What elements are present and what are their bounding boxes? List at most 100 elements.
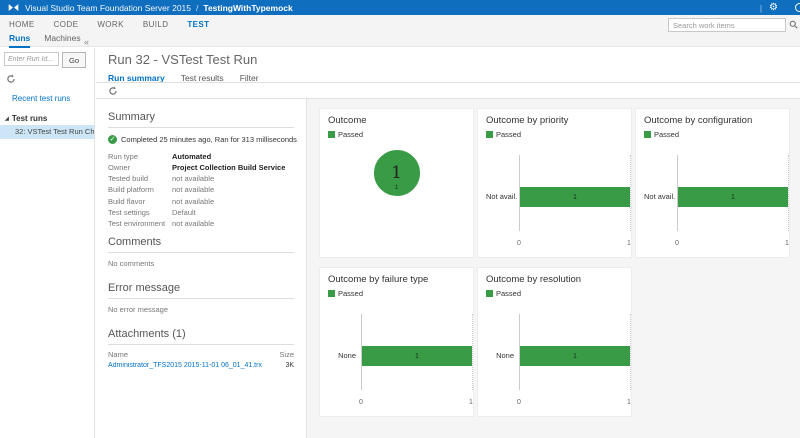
- search-input[interactable]: [668, 18, 786, 32]
- legend-swatch-passed: [644, 131, 651, 138]
- attachments-table-header: Name Size: [108, 350, 294, 359]
- nav-item-work[interactable]: WORK: [97, 20, 124, 29]
- column-name: Name: [108, 350, 128, 359]
- field-label: Run type: [108, 152, 172, 162]
- chart-card-outcome-by-failure-type: Outcome by failure type Passed None 1 0 …: [319, 267, 474, 417]
- hub-group-nav: HOME CODE WORK BUILD TEST: [9, 20, 209, 29]
- bar-plot: None 1 0 1: [486, 302, 623, 406]
- attachments-table-body: Administrator_TFS2015 2015-11-01 06_01_4…: [108, 362, 294, 369]
- tab-machines[interactable]: Machines: [44, 33, 80, 48]
- category-label: None: [486, 346, 517, 366]
- tree-root-label: Test runs: [12, 114, 47, 123]
- summary-field-row: Build platformnot available: [108, 185, 294, 195]
- bar-plot: Not avail... 1 0 1: [644, 143, 781, 247]
- legend-swatch-passed: [486, 290, 493, 297]
- tree-item-run-32[interactable]: 32: VSTest Test Run Ch...: [0, 125, 94, 139]
- bar-passed[interactable]: 1: [520, 187, 630, 207]
- error-message-heading: Error message: [108, 276, 294, 299]
- field-value: Automated: [172, 152, 211, 162]
- grid-line: [630, 314, 631, 390]
- tree-expander-icon[interactable]: ◢: [5, 116, 9, 122]
- summary-field-row: Tested buildnot available: [108, 174, 294, 184]
- chart-card-outcome-by-resolution: Outcome by resolution Passed None 1 0 1: [477, 267, 632, 417]
- charts-panel: Outcome Passed 1 1 Outcome by priority: [307, 99, 800, 438]
- run-id-input[interactable]: [4, 52, 59, 66]
- nav-item-build[interactable]: BUILD: [143, 20, 169, 29]
- attachment-size: 3K: [285, 362, 294, 369]
- profile-icon[interactable]: [795, 3, 800, 12]
- left-sidebar: Go Recent test runs ◢ Test runs 32: VSTe…: [0, 48, 95, 438]
- donut-center-value: 1: [391, 163, 402, 183]
- status-text: Completed 25 minutes ago, Ran for 313 mi…: [121, 135, 297, 144]
- field-value: not available: [172, 174, 214, 184]
- chart-card-outcome-by-configuration: Outcome by configuration Passed Not avai…: [635, 108, 790, 258]
- search-icon[interactable]: [789, 20, 798, 29]
- sub-nav: Runs Machines: [9, 33, 81, 48]
- top-bar: Visual Studio Team Foundation Server 201…: [0, 0, 800, 15]
- summary-panel: Summary ✓ Completed 25 minutes ago, Ran …: [96, 99, 307, 438]
- legend-label: Passed: [496, 130, 521, 139]
- error-message-body: No error message: [108, 305, 294, 314]
- category-label: Not avail...: [486, 187, 517, 207]
- grid-line: [472, 314, 473, 390]
- nav-item-code[interactable]: CODE: [54, 20, 79, 29]
- category-label: Not avail...: [644, 187, 675, 207]
- x-tick-1: 1: [627, 399, 631, 406]
- legend-swatch-passed: [486, 131, 493, 138]
- category-label: None: [328, 346, 359, 366]
- field-label: Tested build: [108, 174, 172, 184]
- summary-field-row: OwnerProject Collection Build Service: [108, 163, 294, 173]
- search-box: [668, 18, 786, 32]
- chart-legend: Passed: [328, 289, 465, 298]
- comments-heading: Comments: [108, 230, 294, 253]
- refresh-icon[interactable]: [6, 74, 16, 84]
- bar-plot: Not avail... 1 0 1: [486, 143, 623, 247]
- x-tick-0: 0: [675, 240, 679, 247]
- chart-legend: Passed: [486, 289, 623, 298]
- attachments-heading: Attachments (1): [108, 322, 294, 345]
- nav-item-home[interactable]: HOME: [9, 20, 35, 29]
- chart-card-outcome-by-priority: Outcome by priority Passed Not avail... …: [477, 108, 632, 258]
- run-status: ✓ Completed 25 minutes ago, Ran for 313 …: [108, 135, 294, 144]
- go-button[interactable]: Go: [62, 52, 86, 68]
- chart-legend: Passed: [328, 130, 465, 139]
- x-tick-1: 1: [469, 399, 473, 406]
- bar-passed[interactable]: 1: [678, 187, 788, 207]
- collapse-panel-icon[interactable]: «: [84, 37, 89, 47]
- summary-field-row: Build flavornot available: [108, 197, 294, 207]
- x-tick-1: 1: [785, 240, 789, 247]
- bar-passed[interactable]: 1: [362, 346, 472, 366]
- bar-passed[interactable]: 1: [520, 346, 630, 366]
- chart-title: Outcome by resolution: [486, 274, 623, 285]
- tab-runs[interactable]: Runs: [9, 33, 30, 48]
- attachment-link[interactable]: Administrator_TFS2015 2015-11-01 06_01_4…: [108, 362, 262, 369]
- nav-item-test[interactable]: TEST: [187, 20, 209, 29]
- field-value: Default: [172, 208, 196, 218]
- field-value: not available: [172, 219, 214, 229]
- gear-icon[interactable]: ⚙: [769, 3, 778, 13]
- chart-title: Outcome by failure type: [328, 274, 465, 285]
- chart-title: Outcome by priority: [486, 115, 623, 126]
- project-name[interactable]: TestingWithTypemock: [203, 3, 292, 13]
- breadcrumb-separator: /: [196, 3, 198, 13]
- outcome-donut-chart[interactable]: 1 1: [374, 150, 420, 196]
- bar-plot: None 1 0 1: [328, 302, 465, 406]
- completed-check-icon: ✓: [108, 135, 117, 144]
- attachment-row: Administrator_TFS2015 2015-11-01 06_01_4…: [108, 362, 294, 369]
- refresh-icon[interactable]: [108, 86, 118, 96]
- topbar-divider: |: [760, 3, 762, 13]
- tree-node-test-runs[interactable]: ◢ Test runs: [5, 114, 47, 123]
- summary-field-row: Run typeAutomated: [108, 152, 294, 162]
- legend-swatch-passed: [328, 131, 335, 138]
- legend-label: Passed: [496, 289, 521, 298]
- product-name: Visual Studio Team Foundation Server 201…: [25, 3, 191, 13]
- divider: [96, 82, 800, 83]
- grid-line: [788, 155, 789, 231]
- nav-bar: HOME CODE WORK BUILD TEST Runs Machines: [0, 15, 800, 47]
- column-size: Size: [279, 350, 294, 359]
- page-title: Run 32 - VSTest Test Run: [108, 52, 257, 67]
- summary-field-row: Test settingsDefault: [108, 208, 294, 218]
- x-tick-0: 0: [359, 399, 363, 406]
- summary-heading: Summary: [108, 105, 294, 128]
- recent-test-runs-link[interactable]: Recent test runs: [12, 94, 70, 103]
